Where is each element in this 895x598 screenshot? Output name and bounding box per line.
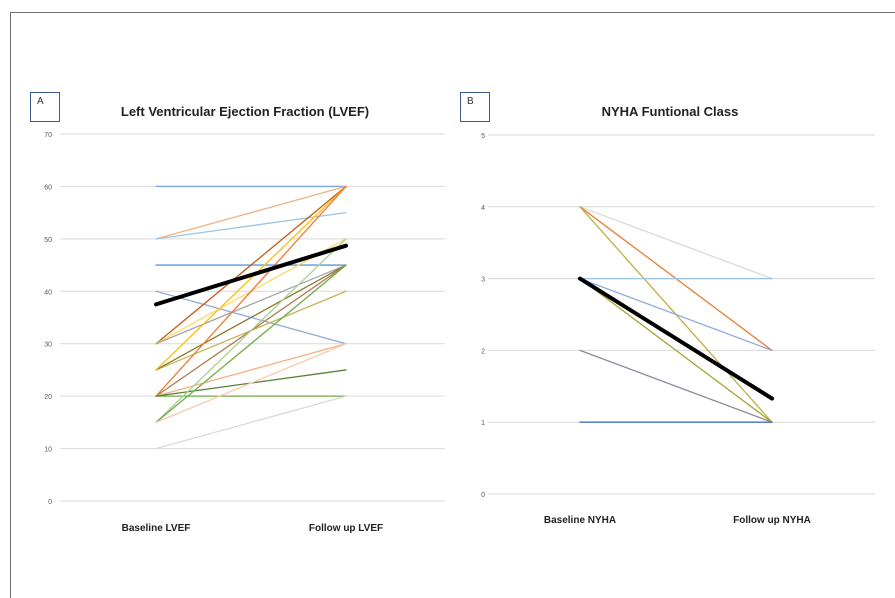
chart-a-title: Left Ventricular Ejection Fraction (LVEF… [120,104,370,119]
y-tick-label-b: 5 [481,133,485,140]
series-line-a [155,264,347,371]
chart-b-title: NYHA Funtional Class [601,104,739,119]
series-line-a [155,185,347,240]
mean-series-line-b [578,276,774,401]
y-tick-label-b: 1 [481,420,485,427]
series-line-a [155,264,347,424]
y-tick-label-b: 3 [481,277,485,284]
y-tick-label-a: 60 [44,184,52,191]
series-line-a [155,238,347,424]
panel-label-a: A [30,92,60,122]
figure-frame [10,12,895,598]
series-line-a [155,343,347,397]
series-line-a [155,185,347,397]
x-category-label-a: Follow up LVEF [309,523,383,534]
y-tick-label-a: 50 [44,237,52,244]
y-tick-label-a: 70 [44,132,52,139]
y-tick-label-b: 2 [481,348,485,355]
series-line-b [579,277,773,423]
y-tick-label-a: 40 [44,289,52,296]
series-line-a [155,185,347,345]
mean-series-line-a [154,243,348,307]
series-line-b [579,206,773,280]
y-tick-label-a: 10 [44,447,52,454]
series-line-b [579,277,773,352]
series-line-b [579,349,773,423]
y-tick-label-b: 4 [481,205,485,212]
y-tick-label-a: 0 [48,499,52,506]
y-tick-label-a: 20 [44,394,52,401]
panel-label-b: B [460,92,490,122]
x-category-label-a: Baseline LVEF [122,523,191,534]
series-line-a [155,264,347,345]
series-line-a [155,395,347,450]
y-tick-label-a: 30 [44,342,52,349]
series-line-a [155,343,347,424]
y-tick-label-b: 0 [481,492,485,499]
series-line-a [155,211,347,240]
x-category-label-b: Baseline NYHA [544,515,616,526]
x-category-label-b: Follow up NYHA [733,515,811,526]
series-line-a [155,185,347,371]
